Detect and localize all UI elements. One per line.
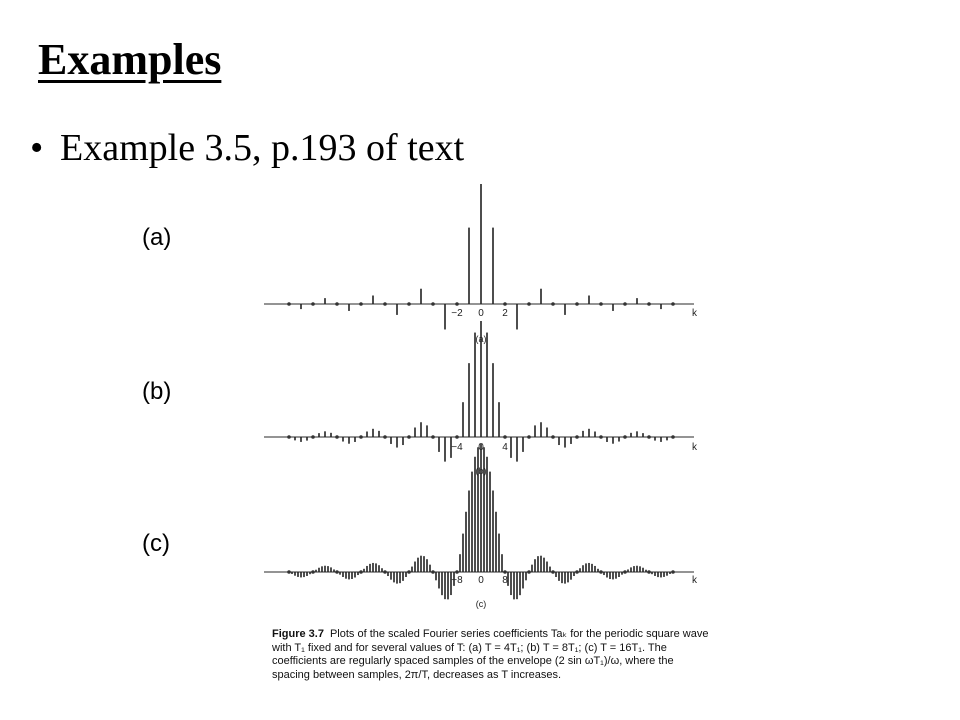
figure-caption-text: Plots of the scaled Fourier series coeff…	[272, 628, 709, 681]
tick-label: 0	[478, 575, 484, 586]
zero-sample-dot	[575, 570, 579, 574]
bullet-text: Example 3.5, p.193 of text	[60, 127, 465, 169]
bullet-item: • Example 3.5, p.193 of text	[30, 126, 464, 170]
tick-label: −8	[451, 575, 463, 586]
zero-sample-dot	[287, 570, 291, 574]
zero-sample-dot	[383, 302, 387, 306]
zero-sample-dot	[527, 570, 531, 574]
zero-sample-dot	[647, 435, 651, 439]
zero-sample-dot	[311, 570, 315, 574]
zero-sample-dot	[575, 302, 579, 306]
zero-sample-dot	[551, 302, 555, 306]
figure-caption: Figure 3.7 Plots of the scaled Fourier se…	[272, 628, 712, 682]
tick-label: −2	[451, 308, 463, 319]
zero-sample-dot	[455, 570, 459, 574]
zero-sample-dot	[455, 302, 459, 306]
zero-sample-dot	[431, 435, 435, 439]
slide-title: Examples	[38, 35, 222, 84]
zero-sample-dot	[647, 570, 651, 574]
tick-label: 4	[502, 442, 508, 453]
zero-sample-dot	[599, 570, 603, 574]
zero-sample-dot	[407, 570, 411, 574]
zero-sample-dot	[383, 435, 387, 439]
zero-sample-dot	[503, 570, 507, 574]
zero-sample-dot	[359, 302, 363, 306]
bullet-dot-icon: •	[30, 127, 44, 169]
zero-sample-dot	[455, 435, 459, 439]
zero-sample-dot	[551, 435, 555, 439]
zero-sample-dot	[623, 302, 627, 306]
k-axis-label: k	[692, 575, 698, 586]
zero-sample-dot	[503, 302, 507, 306]
sub-figure-label: (c)	[476, 599, 487, 609]
panel-label-b: (b)	[142, 378, 172, 405]
zero-sample-dot	[431, 302, 435, 306]
zero-sample-dot	[503, 435, 507, 439]
tick-label: 8	[502, 575, 508, 586]
panel-label-c: (c)	[142, 530, 170, 557]
zero-sample-dot	[551, 570, 555, 574]
zero-sample-dot	[287, 435, 291, 439]
k-axis-label: k	[692, 442, 698, 453]
zero-sample-dot	[335, 570, 339, 574]
zero-sample-dot	[383, 570, 387, 574]
zero-sample-dot	[359, 435, 363, 439]
zero-sample-dot	[623, 435, 627, 439]
zero-sample-dot	[671, 302, 675, 306]
zero-sample-dot	[335, 302, 339, 306]
zero-sample-dot	[359, 570, 363, 574]
zero-sample-dot	[431, 570, 435, 574]
zero-sample-dot	[599, 302, 603, 306]
figure-number: Figure 3.7	[272, 628, 324, 640]
tick-label: −4	[451, 442, 463, 453]
zero-sample-dot	[287, 302, 291, 306]
panel-label-a: (a)	[142, 224, 172, 251]
zero-sample-dot	[671, 570, 675, 574]
zero-sample-dot	[599, 435, 603, 439]
zero-sample-dot	[623, 570, 627, 574]
zero-sample-dot	[671, 435, 675, 439]
k-axis-label: k	[692, 308, 698, 319]
zero-sample-dot	[311, 435, 315, 439]
zero-sample-dot	[407, 302, 411, 306]
zero-sample-dot	[335, 435, 339, 439]
zero-sample-dot	[407, 435, 411, 439]
zero-sample-dot	[311, 302, 315, 306]
tick-label: 2	[502, 308, 508, 319]
zero-sample-dot	[527, 435, 531, 439]
zero-sample-dot	[575, 435, 579, 439]
zero-sample-dot	[647, 302, 651, 306]
zero-sample-dot	[527, 302, 531, 306]
tick-label: 0	[478, 308, 484, 319]
